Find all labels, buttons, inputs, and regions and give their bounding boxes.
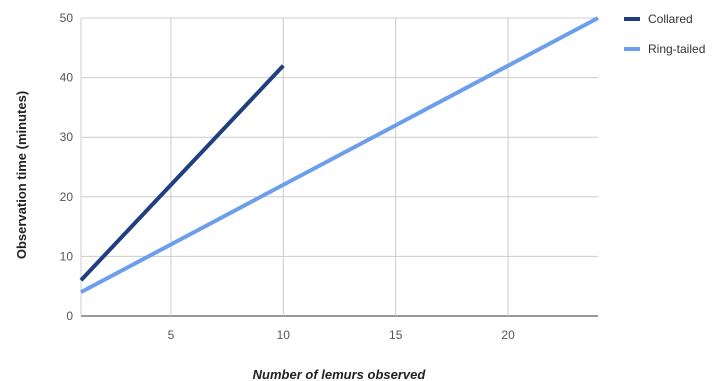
y-tick-label-0: 0 xyxy=(66,309,73,323)
x-tick-label-10: 10 xyxy=(277,328,291,342)
y-tick-label-30: 30 xyxy=(60,130,74,144)
y-tick-label-20: 20 xyxy=(60,190,74,204)
y-tick-label-40: 40 xyxy=(60,71,74,85)
legend-label-ring-tailed: Ring-tailed xyxy=(648,42,705,56)
y-tick-label-10: 10 xyxy=(60,249,74,263)
y-tick-label-50: 50 xyxy=(60,11,74,25)
series-line-ring-tailed xyxy=(80,16,599,294)
x-axis-ticks: 5 10 15 20 xyxy=(168,328,516,342)
x-axis-title: Number of lemurs observed xyxy=(253,367,427,381)
legend: Collared Ring-tailed xyxy=(624,12,705,56)
grid-lines xyxy=(80,17,598,317)
series-line-collared xyxy=(79,64,285,282)
series-lines xyxy=(79,16,599,294)
x-tick-label-15: 15 xyxy=(389,328,403,342)
y-axis-ticks: 0 10 20 30 40 50 xyxy=(60,11,74,323)
y-axis-title: Observation time (minutes) xyxy=(14,91,29,259)
legend-label-collared: Collared xyxy=(648,12,693,26)
x-tick-label-5: 5 xyxy=(168,328,175,342)
x-tick-label-20: 20 xyxy=(501,328,515,342)
